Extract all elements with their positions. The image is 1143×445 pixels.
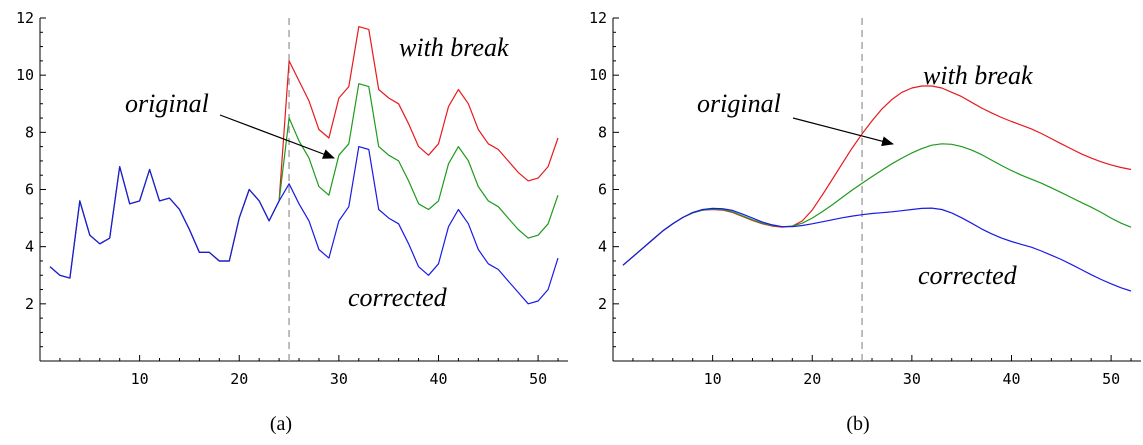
panel-b-y-tick-label: 8 xyxy=(598,123,607,141)
panel-b-series-original xyxy=(622,143,1132,266)
panel-a-x-tick-label: 10 xyxy=(131,370,149,388)
panel-a-x-tick-label: 50 xyxy=(529,370,547,388)
panel-a-y-tick-label: 4 xyxy=(25,238,34,256)
panel-b-x-tick-label: 10 xyxy=(704,370,722,388)
panel-b-y-tick-label: 12 xyxy=(589,9,607,27)
panel-b-x-tick-label: 50 xyxy=(1102,370,1120,388)
panel-a-grid-marks: 10 20 30 40 50 2 4 6 8 10 12 xyxy=(16,9,568,388)
panel-a-annotation-with-break: with break xyxy=(399,33,509,62)
panel-b-y-tick-label: 10 xyxy=(589,66,607,84)
panel-a-x-tick-label: 20 xyxy=(230,370,248,388)
panel-b-x-tick-label: 40 xyxy=(1002,370,1020,388)
panel-a-series-corrected xyxy=(49,146,559,305)
panel-a-y-tick-label: 6 xyxy=(25,181,34,199)
panel-b-annotation-original: original xyxy=(697,89,781,118)
panel-b-y-tick-label: 2 xyxy=(598,295,607,313)
panel-a-caption: (a) xyxy=(270,413,292,435)
panel-a-series-with-break xyxy=(49,26,559,279)
panel-b-annotation-corrected: corrected xyxy=(918,261,1018,290)
panel-b-x-tick-label: 20 xyxy=(803,370,821,388)
panel-a-annotation-original: original xyxy=(125,89,209,118)
panel-a: 10 20 30 40 50 2 4 6 8 10 12 with break original c… xyxy=(16,9,568,435)
panel-a-annotation-arrow xyxy=(219,114,335,159)
panel-b-series-corrected xyxy=(622,207,1132,292)
panel-b-x-tick-label: 30 xyxy=(903,370,921,388)
panel-a-y-tick-label: 12 xyxy=(16,9,34,27)
panel-b-caption: (b) xyxy=(846,413,869,435)
panel-b-annotation-arrow xyxy=(792,117,894,147)
panel-b-grid-marks: 10 20 30 40 50 2 4 6 8 10 12 xyxy=(589,9,1141,388)
panel-a-annotation-corrected: corrected xyxy=(348,283,448,312)
panel-b-y-tick-label: 6 xyxy=(598,181,607,199)
panel-b: 10 20 30 40 50 2 4 6 8 10 12 with break original c… xyxy=(589,9,1141,435)
panel-a-x-tick-label: 30 xyxy=(330,370,348,388)
panel-b-annotation-with-break: with break xyxy=(923,61,1033,90)
panel-a-y-tick-label: 8 xyxy=(25,123,34,141)
panel-a-y-tick-label: 2 xyxy=(25,295,34,313)
panel-b-y-tick-label: 4 xyxy=(598,238,607,256)
panel-a-series xyxy=(49,26,559,305)
panel-a-x-tick-label: 40 xyxy=(429,370,447,388)
panel-b-series xyxy=(622,85,1132,292)
panel-a-y-tick-label: 10 xyxy=(16,66,34,84)
